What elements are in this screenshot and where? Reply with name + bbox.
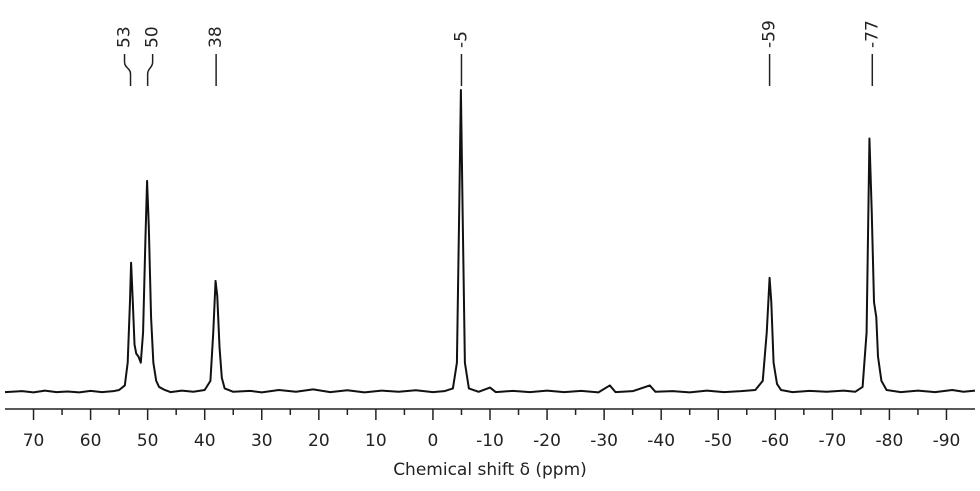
peak-label: 53 [115,26,135,48]
x-tick-label: -40 [647,431,675,451]
x-tick-label: -70 [818,431,846,451]
peak-label: -59 [760,20,780,48]
x-tick-label: 60 [80,431,102,451]
x-tick-label: 20 [308,431,330,451]
x-tick-label: -30 [590,431,618,451]
peak-label: 38 [206,26,226,48]
x-axis-label: Chemical shift δ (ppm) [393,460,587,480]
x-tick-label: 30 [251,431,273,451]
x-tick-label: -80 [876,431,904,451]
peak-label: -5 [451,31,471,48]
peak-label: -77 [862,20,882,48]
x-tick-label: 0 [428,431,439,451]
x-tick-label: -60 [761,431,789,451]
x-tick-label: -90 [933,431,961,451]
spectrum-line [4,89,976,394]
x-tick-label: 50 [137,431,159,451]
x-tick-label: 40 [194,431,216,451]
x-tick-label: -10 [476,431,504,451]
x-tick-label: -20 [533,431,561,451]
peak-leader [123,54,132,86]
x-tick-label: 70 [23,431,45,451]
x-tick-label: 10 [365,431,387,451]
peak-label: 50 [143,26,163,48]
peak-leader [146,54,154,86]
x-tick-label: -50 [704,431,732,451]
